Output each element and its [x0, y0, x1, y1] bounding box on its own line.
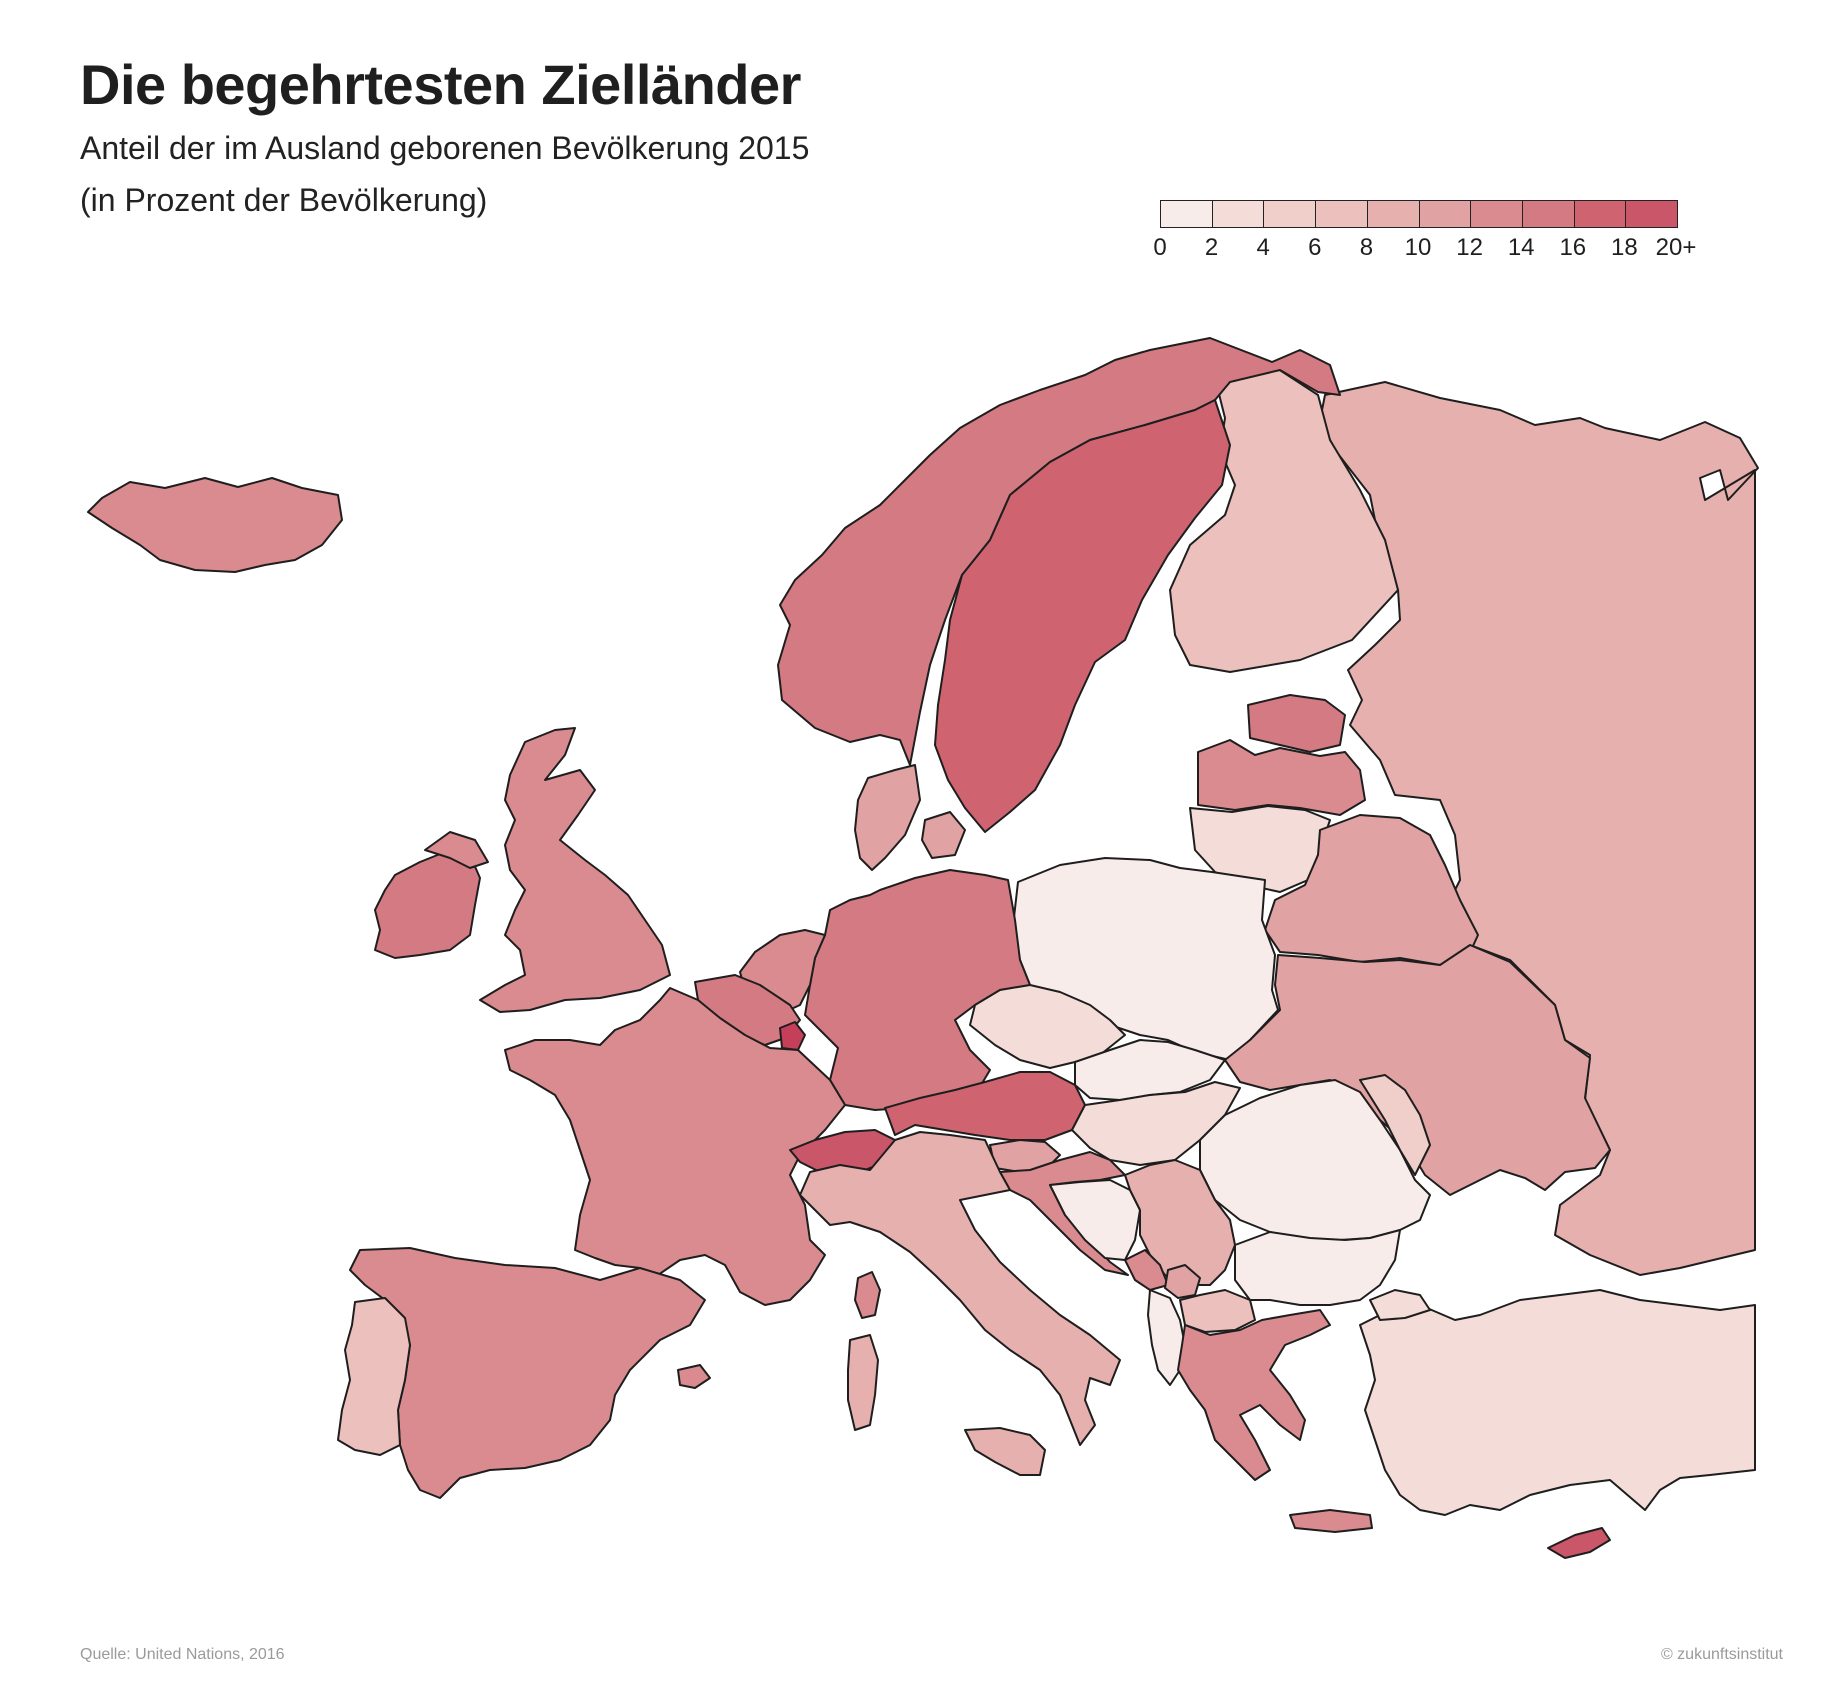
country-romania: [1199, 1079, 1431, 1241]
country-iceland: [87, 477, 343, 573]
country-turkey: [1359, 1289, 1756, 1516]
country-germany: [804, 869, 1031, 1111]
color-legend: 0 2 4 6 8 10 12 14 16 18 20+: [1153, 200, 1696, 262]
country-serbia: [1124, 1159, 1236, 1286]
country-italy: [799, 1131, 1121, 1446]
country-united-kingdom: [424, 831, 489, 869]
legend-swatch: [1212, 201, 1265, 227]
country-greece: [1177, 1309, 1331, 1481]
legend-swatch: [1419, 201, 1472, 227]
country-estonia: [1247, 694, 1346, 753]
legend-swatch: [1316, 201, 1368, 227]
country-italy: [847, 1334, 879, 1431]
legend-tick-label: 12: [1456, 234, 1483, 261]
legend-tick-label: 4: [1256, 234, 1270, 261]
legend-swatch: [1264, 201, 1317, 227]
legend-tick-label: 6: [1308, 234, 1322, 261]
legend-tick-label: 0: [1153, 234, 1167, 261]
legend-swatch: [1574, 201, 1627, 227]
chart-subtitle: Anteil der im Ausland geborenen Bevölker…: [80, 130, 810, 166]
country-france: [854, 1271, 881, 1319]
country-ukraine: [1224, 944, 1611, 1196]
legend-tick-label: 10: [1404, 234, 1432, 261]
chart-title: Die begehrtesten Zielländer: [80, 53, 801, 116]
chart-subtitle-unit: (in Prozent der Bevölkerung): [80, 182, 488, 218]
country-bosnia-and-herzegovina: [1049, 1179, 1141, 1261]
country-latvia: [1197, 739, 1366, 816]
legend-swatch: [1367, 201, 1420, 227]
legend-tick-label: 2: [1204, 234, 1219, 261]
copyright-note: © zukunftsinstitut: [1660, 1646, 1783, 1663]
country-turkey: [1369, 1289, 1431, 1321]
country-spain: [677, 1364, 711, 1389]
legend-swatch: [1626, 201, 1678, 227]
country-luxembourg: [779, 1021, 806, 1051]
legend-swatch: [1522, 201, 1575, 227]
country-sweden: [934, 399, 1231, 833]
country-bulgaria: [1234, 1229, 1401, 1306]
country-denmark: [921, 811, 966, 859]
legend-swatch: [1161, 201, 1213, 227]
country-united-kingdom: [479, 727, 671, 1013]
legend-swatch: [1471, 201, 1523, 227]
legend-tick-label: 14: [1507, 234, 1535, 261]
legend-tick-label: 20+: [1655, 234, 1697, 261]
country-denmark: [854, 764, 921, 871]
legend-color-scale: [1160, 200, 1678, 228]
legend-tick-label: 16: [1559, 234, 1587, 261]
legend-tick-labels: 0 2 4 6 8 10 12 14 16 18 20+: [1153, 228, 1696, 262]
country-north-macedonia: [1179, 1289, 1256, 1333]
legend-tick-label: 18: [1611, 234, 1638, 261]
country-kosovo: [1164, 1264, 1201, 1299]
country-norway: [777, 337, 1341, 766]
country-france: [504, 987, 846, 1306]
country-cyprus: [1547, 1527, 1611, 1559]
legend-tick-label: 8: [1359, 234, 1374, 261]
country-greece: [1289, 1509, 1373, 1533]
country-moldova: [1359, 1074, 1431, 1176]
country-italy: [964, 1427, 1046, 1476]
source-note: Quelle: United Nations, 2016: [80, 1646, 285, 1663]
country-slovakia: [1074, 1039, 1226, 1101]
country-albania: [1147, 1289, 1186, 1386]
country-czechia: [969, 984, 1126, 1069]
country-portugal: [337, 1297, 411, 1456]
